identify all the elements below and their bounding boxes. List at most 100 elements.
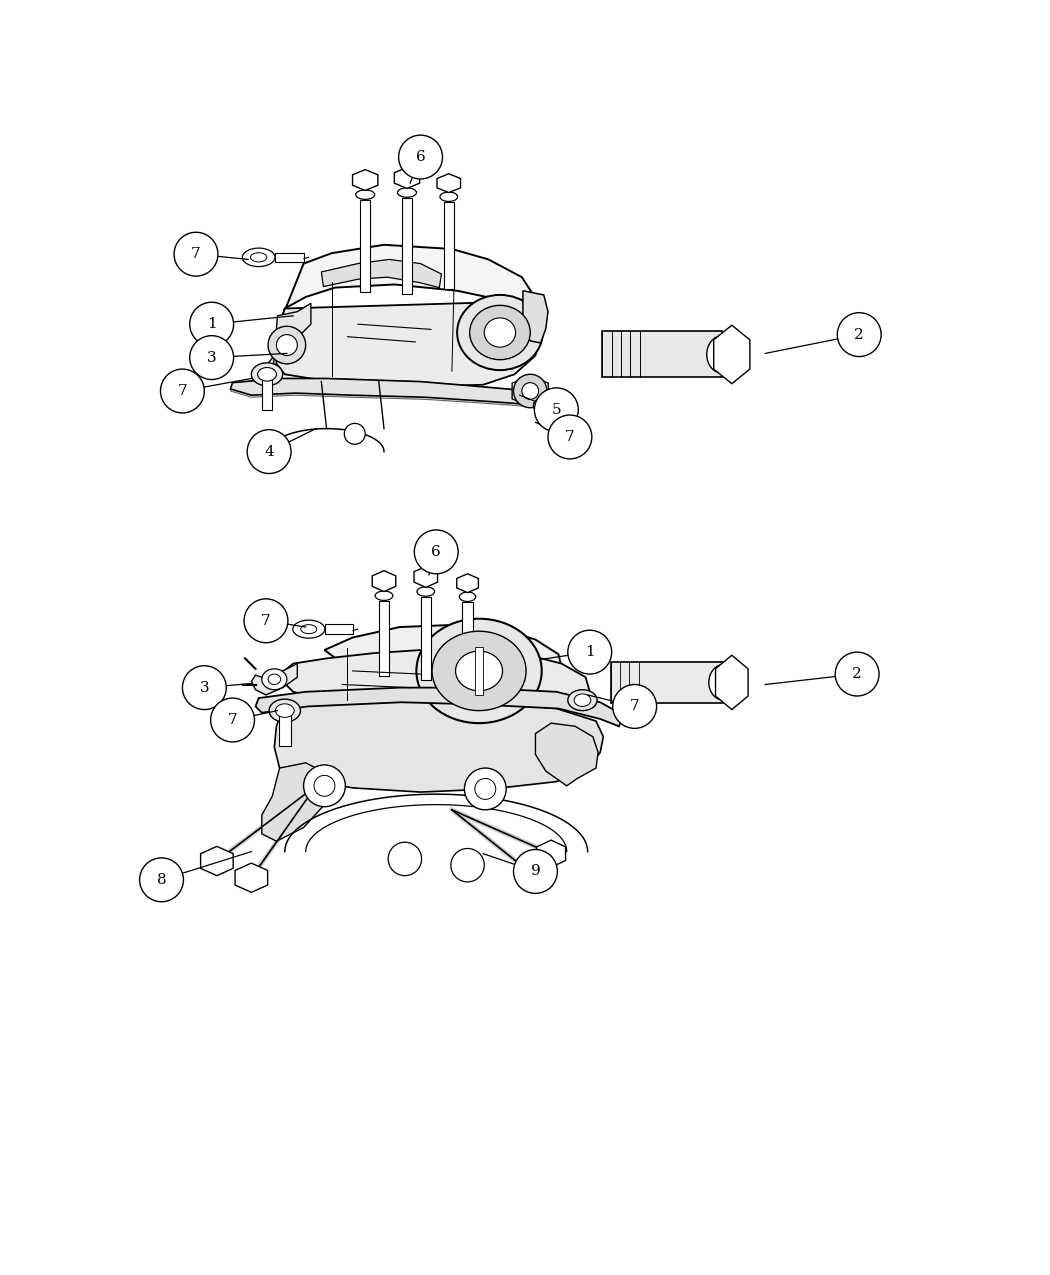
Ellipse shape bbox=[251, 363, 282, 386]
Circle shape bbox=[513, 375, 547, 408]
Circle shape bbox=[837, 312, 881, 357]
Polygon shape bbox=[353, 170, 378, 190]
Polygon shape bbox=[274, 700, 604, 792]
Ellipse shape bbox=[236, 866, 266, 889]
Circle shape bbox=[613, 685, 656, 728]
Polygon shape bbox=[282, 245, 533, 316]
Ellipse shape bbox=[574, 694, 591, 706]
FancyBboxPatch shape bbox=[275, 252, 303, 263]
Polygon shape bbox=[373, 571, 396, 592]
FancyBboxPatch shape bbox=[462, 602, 472, 673]
Text: 3: 3 bbox=[200, 681, 209, 695]
Ellipse shape bbox=[356, 190, 375, 199]
FancyBboxPatch shape bbox=[402, 198, 413, 293]
Polygon shape bbox=[395, 167, 420, 189]
Text: 6: 6 bbox=[416, 150, 425, 164]
Circle shape bbox=[268, 326, 306, 363]
Ellipse shape bbox=[484, 317, 516, 347]
Circle shape bbox=[415, 530, 458, 574]
Circle shape bbox=[548, 416, 592, 459]
Polygon shape bbox=[264, 303, 311, 381]
Circle shape bbox=[276, 334, 297, 356]
Text: 7: 7 bbox=[191, 247, 201, 261]
Circle shape bbox=[174, 232, 218, 277]
Ellipse shape bbox=[251, 252, 267, 261]
Ellipse shape bbox=[293, 620, 324, 639]
Text: 7: 7 bbox=[565, 430, 574, 444]
FancyBboxPatch shape bbox=[603, 332, 722, 377]
Text: 9: 9 bbox=[530, 864, 541, 878]
FancyBboxPatch shape bbox=[475, 646, 483, 695]
Circle shape bbox=[314, 775, 335, 797]
Circle shape bbox=[450, 848, 484, 882]
Text: 7: 7 bbox=[228, 713, 237, 727]
Ellipse shape bbox=[417, 586, 435, 597]
Text: 3: 3 bbox=[207, 351, 216, 365]
Circle shape bbox=[568, 630, 612, 674]
FancyBboxPatch shape bbox=[443, 201, 454, 288]
Circle shape bbox=[344, 423, 365, 444]
Text: 5: 5 bbox=[551, 403, 561, 417]
Ellipse shape bbox=[533, 398, 559, 414]
Polygon shape bbox=[537, 840, 566, 867]
FancyBboxPatch shape bbox=[261, 379, 272, 409]
Circle shape bbox=[475, 779, 496, 799]
Polygon shape bbox=[261, 762, 327, 842]
Polygon shape bbox=[276, 301, 541, 386]
Ellipse shape bbox=[440, 193, 458, 201]
Ellipse shape bbox=[457, 295, 543, 370]
Circle shape bbox=[161, 368, 205, 413]
Polygon shape bbox=[536, 723, 598, 785]
Ellipse shape bbox=[375, 592, 393, 601]
Polygon shape bbox=[235, 863, 268, 892]
Polygon shape bbox=[523, 291, 548, 343]
Circle shape bbox=[247, 430, 291, 473]
Ellipse shape bbox=[269, 699, 300, 722]
Polygon shape bbox=[201, 847, 233, 876]
Ellipse shape bbox=[568, 690, 597, 710]
Ellipse shape bbox=[417, 618, 542, 723]
FancyBboxPatch shape bbox=[421, 597, 430, 681]
Circle shape bbox=[190, 335, 233, 380]
Polygon shape bbox=[715, 655, 748, 710]
Ellipse shape bbox=[469, 306, 530, 360]
Polygon shape bbox=[516, 859, 545, 886]
Circle shape bbox=[211, 699, 254, 742]
FancyBboxPatch shape bbox=[360, 200, 371, 292]
Polygon shape bbox=[255, 687, 622, 727]
Text: 7: 7 bbox=[261, 613, 271, 627]
Text: 2: 2 bbox=[853, 667, 862, 681]
Text: 4: 4 bbox=[265, 445, 274, 459]
Ellipse shape bbox=[709, 664, 738, 700]
Text: 8: 8 bbox=[156, 873, 166, 887]
Ellipse shape bbox=[275, 704, 294, 718]
Text: 6: 6 bbox=[432, 544, 441, 558]
Ellipse shape bbox=[300, 625, 317, 634]
Ellipse shape bbox=[707, 335, 738, 374]
Circle shape bbox=[190, 302, 233, 346]
Polygon shape bbox=[512, 375, 548, 407]
Ellipse shape bbox=[432, 631, 526, 710]
Polygon shape bbox=[714, 325, 750, 384]
Circle shape bbox=[534, 388, 579, 432]
Ellipse shape bbox=[203, 849, 231, 872]
Ellipse shape bbox=[398, 187, 417, 198]
Circle shape bbox=[522, 382, 539, 399]
Polygon shape bbox=[279, 650, 590, 709]
FancyBboxPatch shape bbox=[611, 662, 723, 704]
Circle shape bbox=[513, 849, 558, 894]
Polygon shape bbox=[251, 663, 297, 695]
Circle shape bbox=[388, 843, 422, 876]
Circle shape bbox=[183, 666, 227, 710]
Polygon shape bbox=[457, 574, 479, 593]
Ellipse shape bbox=[456, 652, 503, 691]
Polygon shape bbox=[230, 379, 578, 408]
Polygon shape bbox=[437, 173, 461, 193]
Ellipse shape bbox=[460, 592, 476, 602]
Ellipse shape bbox=[243, 249, 275, 266]
Circle shape bbox=[140, 858, 184, 901]
Polygon shape bbox=[414, 566, 438, 588]
FancyBboxPatch shape bbox=[278, 713, 291, 746]
Polygon shape bbox=[230, 379, 578, 409]
Text: 7: 7 bbox=[177, 384, 187, 398]
